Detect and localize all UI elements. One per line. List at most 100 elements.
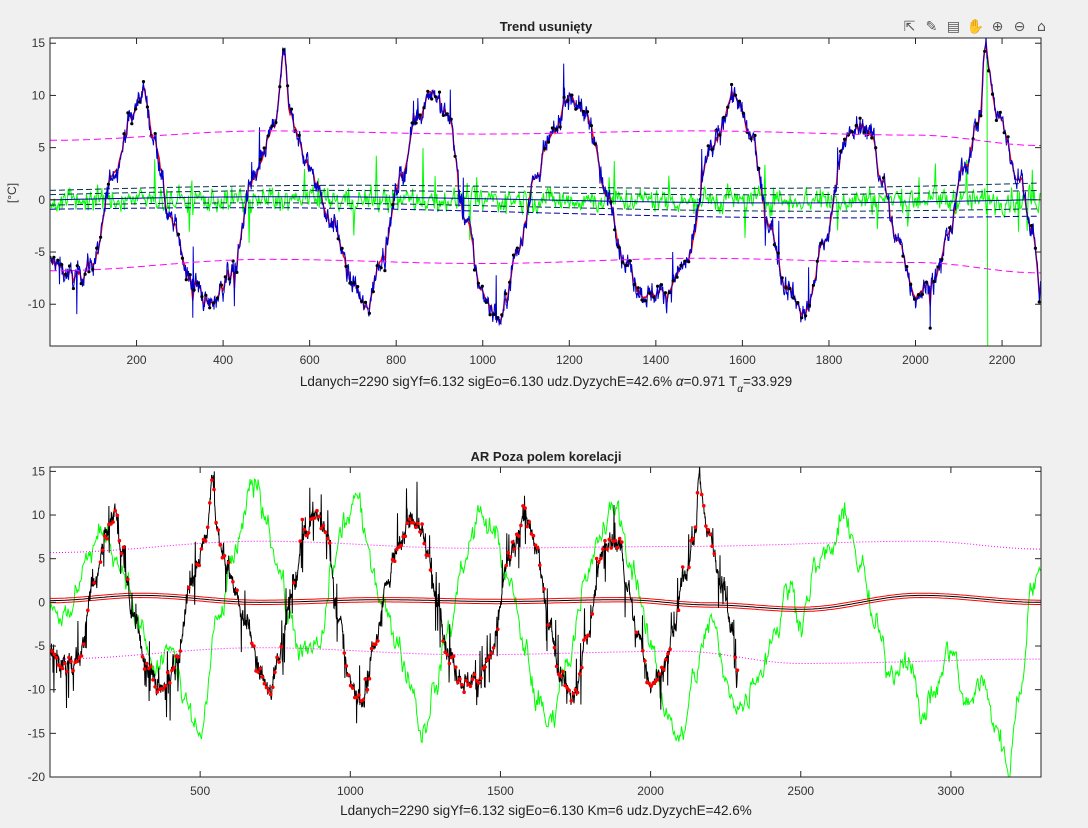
data-point — [262, 146, 266, 150]
data-point — [302, 527, 307, 532]
data-point — [65, 669, 69, 674]
data-point — [210, 478, 214, 482]
brush-icon[interactable]: ✎ — [925, 19, 938, 35]
data-point — [620, 260, 625, 264]
export-icon[interactable]: ⇱ — [903, 19, 916, 35]
data-point — [71, 668, 75, 673]
data-point — [487, 655, 492, 659]
data-point — [180, 256, 184, 260]
zoom-in-icon[interactable]: ⊕ — [991, 19, 1004, 35]
data-point — [119, 551, 124, 556]
data-point — [86, 608, 90, 613]
data-point — [519, 523, 523, 528]
data-point — [204, 293, 208, 297]
data-point — [98, 560, 103, 564]
data-point — [151, 678, 155, 682]
data-point — [286, 84, 290, 88]
data-point — [780, 276, 784, 280]
data-point — [426, 89, 430, 93]
data-point — [422, 541, 427, 546]
data-point — [106, 182, 110, 186]
bottom-y-tick-label: -5 — [34, 639, 45, 653]
data-point — [636, 286, 640, 290]
data-point — [215, 296, 220, 300]
data-point — [434, 95, 438, 99]
data-point — [374, 642, 378, 646]
data-point — [208, 306, 212, 310]
data-point — [578, 101, 582, 105]
data-point — [273, 670, 277, 675]
data-point — [562, 95, 566, 99]
data-point — [350, 686, 355, 690]
zoom-out-icon[interactable]: ⊖ — [1013, 19, 1026, 35]
data-point — [652, 295, 656, 299]
top-x-label-main: Ldanych=2290 sigYf=6.132 sigEo=6.130 udz… — [300, 374, 676, 389]
data-point — [317, 514, 321, 519]
data-point — [360, 299, 364, 303]
data-point — [92, 581, 96, 585]
data-point — [75, 659, 80, 664]
data-point — [87, 270, 91, 274]
data-point — [850, 130, 854, 134]
bottom-ticks-group: 500 1000 1500 2000 2500 3000 15 10 5 0 -5 -10 -15 -20 — [28, 464, 1041, 798]
bottom-y-tick-label: -10 — [28, 683, 46, 697]
data-point — [428, 568, 433, 572]
data-point — [379, 266, 383, 270]
bottom-axes-box — [49, 466, 1042, 778]
data-point — [874, 146, 878, 150]
data-point — [462, 690, 466, 694]
home-icon[interactable]: ⌂ — [1037, 19, 1046, 35]
data-point — [418, 530, 422, 534]
data-point — [60, 263, 64, 267]
top-y-tick-label: 5 — [38, 141, 45, 155]
data-point — [504, 292, 508, 296]
data-point — [54, 655, 59, 660]
data-point — [392, 559, 397, 563]
data-point — [542, 587, 546, 591]
data-point — [196, 281, 200, 285]
data-point — [414, 525, 418, 529]
top-x-tick-label: 2200 — [989, 353, 1016, 367]
data-point — [430, 97, 434, 101]
data-point — [643, 659, 647, 663]
data-point — [252, 644, 256, 648]
data-point — [905, 265, 909, 269]
data-point — [277, 660, 281, 664]
data-point — [356, 285, 360, 289]
data-point — [710, 147, 714, 152]
data-point — [468, 684, 473, 689]
datatip-icon[interactable]: ▤ — [946, 19, 961, 35]
data-point — [75, 264, 79, 268]
data-point — [533, 543, 538, 547]
data-point — [807, 303, 812, 308]
data-point — [319, 526, 324, 531]
data-point — [590, 612, 595, 616]
data-point — [138, 100, 142, 104]
data-point — [712, 552, 717, 556]
data-point — [726, 105, 730, 109]
data-point — [172, 666, 176, 670]
data-point — [480, 284, 484, 288]
data-point — [601, 547, 605, 551]
data-point — [235, 588, 239, 592]
data-point — [325, 536, 330, 541]
trend-line — [50, 196, 1037, 204]
pan-icon[interactable]: ✋ — [966, 19, 985, 35]
data-point — [648, 291, 652, 295]
data-point — [901, 254, 905, 258]
top-axes-box — [49, 37, 1042, 347]
data-point — [153, 132, 157, 136]
data-point — [52, 255, 56, 259]
top-chart-title: Trend usunięty — [500, 19, 593, 34]
data-point — [278, 85, 282, 89]
bottom-x-tick-label: 3000 — [938, 784, 965, 798]
data-point — [687, 565, 691, 570]
top-x-tick-label: 200 — [127, 353, 147, 367]
data-point — [472, 268, 477, 272]
data-point — [842, 137, 847, 141]
data-point — [355, 695, 359, 700]
data-point — [574, 107, 578, 111]
data-point — [948, 226, 952, 230]
trend-line — [50, 189, 1037, 196]
data-point — [784, 286, 788, 290]
